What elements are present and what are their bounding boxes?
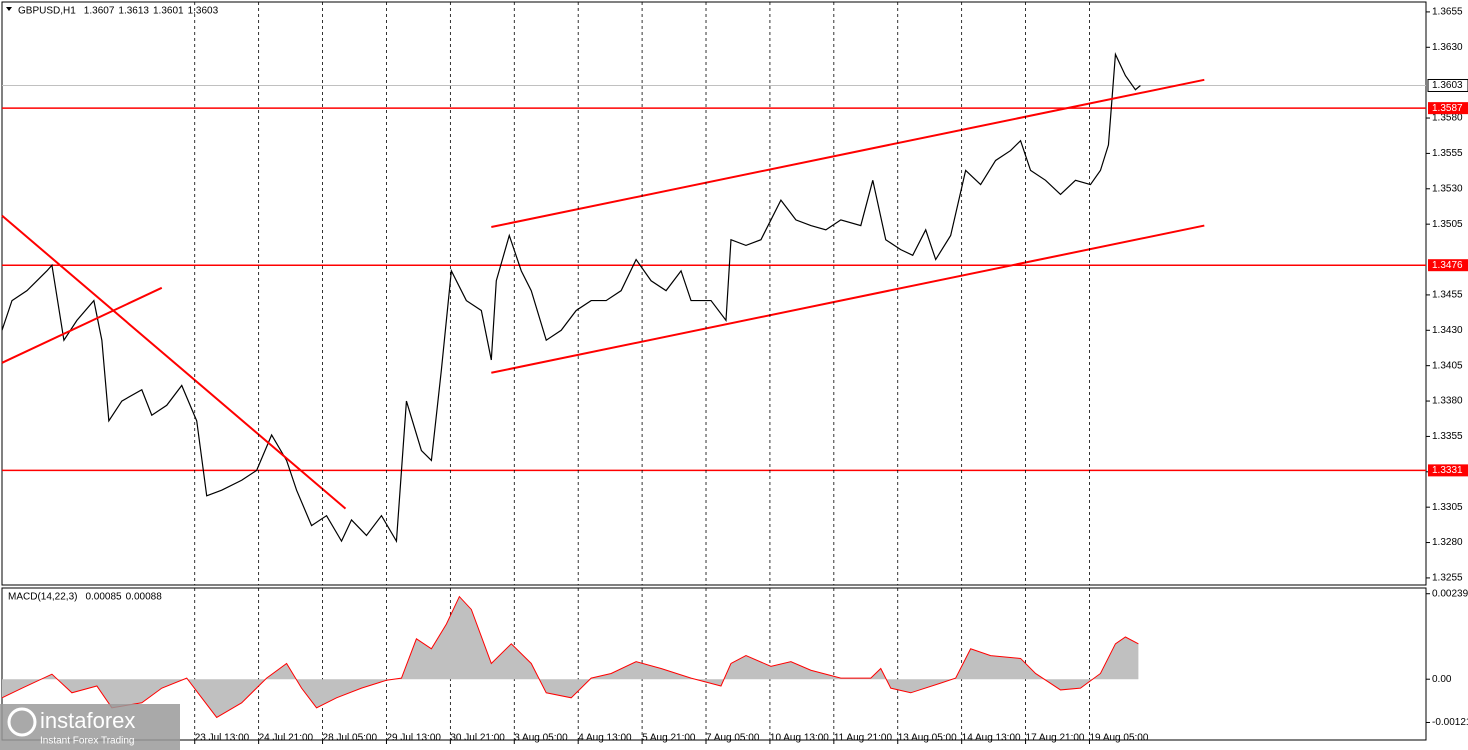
x-tick-label: 4 Aug 13:00 [578, 733, 632, 744]
y-tick-label: 1.3380 [1432, 396, 1463, 407]
y-tick-label: 1.3255 [1432, 573, 1463, 584]
y-tick-label: 0.00 [1432, 674, 1452, 685]
pane-reading: 0.00088 [126, 592, 163, 603]
y-tick-label: 1.3655 [1432, 7, 1463, 18]
y-tick-label: 1.3630 [1432, 42, 1463, 53]
watermark-logo [7, 707, 37, 737]
y-tick-label: 1.3580 [1432, 113, 1463, 124]
y-tick-label: 1.3280 [1432, 537, 1463, 548]
trend-line [491, 78, 1205, 228]
x-tick-label: 3 Aug 05:00 [514, 733, 568, 744]
trend-line [1, 214, 347, 510]
x-tick-label: 30 Jul 21:00 [450, 733, 505, 744]
x-tick-label: 14 Aug 13:00 [962, 733, 1021, 744]
x-tick-label: 7 Aug 05:00 [706, 733, 760, 744]
watermark-brand: instaforex [40, 708, 135, 733]
watermark: instaforex Instant Forex Trading [0, 704, 180, 750]
y-tick-label: 1.3455 [1432, 290, 1463, 301]
trend-line [1, 286, 163, 364]
pane-reading: 1.3613 [118, 6, 149, 17]
x-tick-label: 11 Aug 21:00 [834, 733, 893, 744]
trend-line [491, 224, 1205, 374]
y-tick-label: 1.3405 [1432, 360, 1463, 371]
level-label: 1.3331 [1432, 465, 1463, 476]
level-label-bg [1428, 464, 1468, 477]
y-tick-label: 1.3305 [1432, 502, 1463, 513]
watermark-tagline: Instant Forex Trading [40, 736, 135, 747]
macd-pane [1, 587, 1427, 741]
pane-reading: 1.3601 [153, 6, 184, 17]
x-tick-label: 10 Aug 13:00 [770, 733, 829, 744]
y-tick-label: 1.3530 [1432, 183, 1463, 194]
x-tick-label: 19 Aug 05:00 [1089, 733, 1148, 744]
current-price-label: 1.3603 [1432, 80, 1463, 91]
y-tick-label: 0.00239 [1432, 588, 1468, 599]
pane-reading: 1.3603 [188, 6, 219, 17]
y-tick-label: 1.3505 [1432, 219, 1463, 230]
x-tick-label: 29 Jul 13:00 [386, 733, 441, 744]
pane-reading: 0.00085 [85, 592, 122, 603]
pane-reading: 1.3607 [84, 6, 115, 17]
level-label-bg [1428, 102, 1468, 115]
x-tick-label: 28 Jul 05:00 [323, 733, 378, 744]
y-tick-label: -0.00121 [1432, 717, 1468, 728]
menu-arrow [6, 7, 12, 11]
y-tick-label: 1.3430 [1432, 325, 1463, 336]
x-tick-label: 24 Jul 21:00 [259, 733, 314, 744]
x-tick-label: 5 Aug 21:00 [642, 733, 696, 744]
current-price-bg [1427, 78, 1468, 92]
x-tick-label: 13 Aug 05:00 [898, 733, 957, 744]
x-tick-label: 17 Aug 21:00 [1026, 733, 1085, 744]
level-label: 1.3476 [1432, 260, 1463, 271]
pane-title: MACD(14,22,3) [8, 592, 77, 603]
level-label: 1.3587 [1432, 103, 1463, 114]
x-tick-label: 23 Jul 13:00 [195, 733, 250, 744]
price-pane [1, 1, 1427, 586]
price-line [1, 52, 1141, 544]
pane-title: GBPUSD,H1 [18, 6, 76, 17]
y-tick-label: 1.3355 [1432, 431, 1463, 442]
level-label-bg [1428, 259, 1468, 272]
y-tick-label: 1.3555 [1432, 148, 1463, 159]
macd-signal [1, 595, 1139, 719]
